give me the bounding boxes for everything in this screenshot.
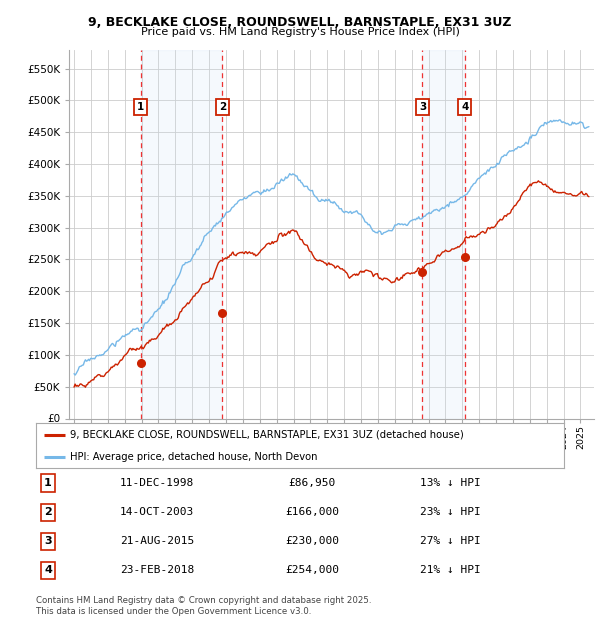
Text: 23-FEB-2018: 23-FEB-2018 xyxy=(120,565,194,575)
Text: 14-OCT-2003: 14-OCT-2003 xyxy=(120,507,194,517)
Text: 3: 3 xyxy=(44,536,52,546)
Text: 1: 1 xyxy=(44,478,52,488)
Text: Price paid vs. HM Land Registry's House Price Index (HPI): Price paid vs. HM Land Registry's House … xyxy=(140,27,460,37)
Text: 27% ↓ HPI: 27% ↓ HPI xyxy=(420,536,481,546)
Text: £230,000: £230,000 xyxy=(285,536,339,546)
Text: £166,000: £166,000 xyxy=(285,507,339,517)
Text: 3: 3 xyxy=(419,102,426,112)
Text: 4: 4 xyxy=(44,565,52,575)
Text: 4: 4 xyxy=(461,102,469,112)
Text: HPI: Average price, detached house, North Devon: HPI: Average price, detached house, Nort… xyxy=(70,452,318,462)
Text: 11-DEC-1998: 11-DEC-1998 xyxy=(120,478,194,488)
Text: 2: 2 xyxy=(44,507,52,517)
Text: 1: 1 xyxy=(137,102,144,112)
Text: £86,950: £86,950 xyxy=(289,478,335,488)
Text: 21-AUG-2015: 21-AUG-2015 xyxy=(120,536,194,546)
Text: £254,000: £254,000 xyxy=(285,565,339,575)
Bar xyxy=(422,50,465,419)
Text: 9, BECKLAKE CLOSE, ROUNDSWELL, BARNSTAPLE, EX31 3UZ: 9, BECKLAKE CLOSE, ROUNDSWELL, BARNSTAPL… xyxy=(88,16,512,29)
Text: 2: 2 xyxy=(219,102,226,112)
Text: Contains HM Land Registry data © Crown copyright and database right 2025.
This d: Contains HM Land Registry data © Crown c… xyxy=(36,596,371,616)
Text: 9, BECKLAKE CLOSE, ROUNDSWELL, BARNSTAPLE, EX31 3UZ (detached house): 9, BECKLAKE CLOSE, ROUNDSWELL, BARNSTAPL… xyxy=(70,430,464,440)
Text: 21% ↓ HPI: 21% ↓ HPI xyxy=(420,565,481,575)
Text: 23% ↓ HPI: 23% ↓ HPI xyxy=(420,507,481,517)
Text: 13% ↓ HPI: 13% ↓ HPI xyxy=(420,478,481,488)
Bar xyxy=(140,50,223,419)
